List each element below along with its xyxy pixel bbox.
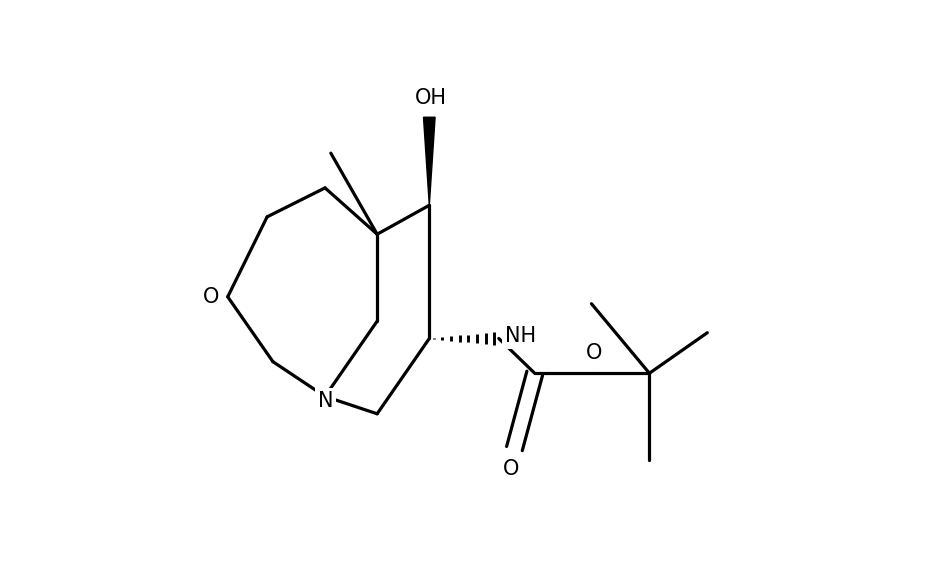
Text: O: O bbox=[203, 287, 219, 307]
Text: NH: NH bbox=[505, 326, 536, 346]
Text: OH: OH bbox=[414, 88, 447, 108]
Text: O: O bbox=[503, 459, 520, 479]
Polygon shape bbox=[424, 117, 435, 205]
Text: N: N bbox=[317, 391, 333, 411]
Text: O: O bbox=[586, 343, 602, 363]
